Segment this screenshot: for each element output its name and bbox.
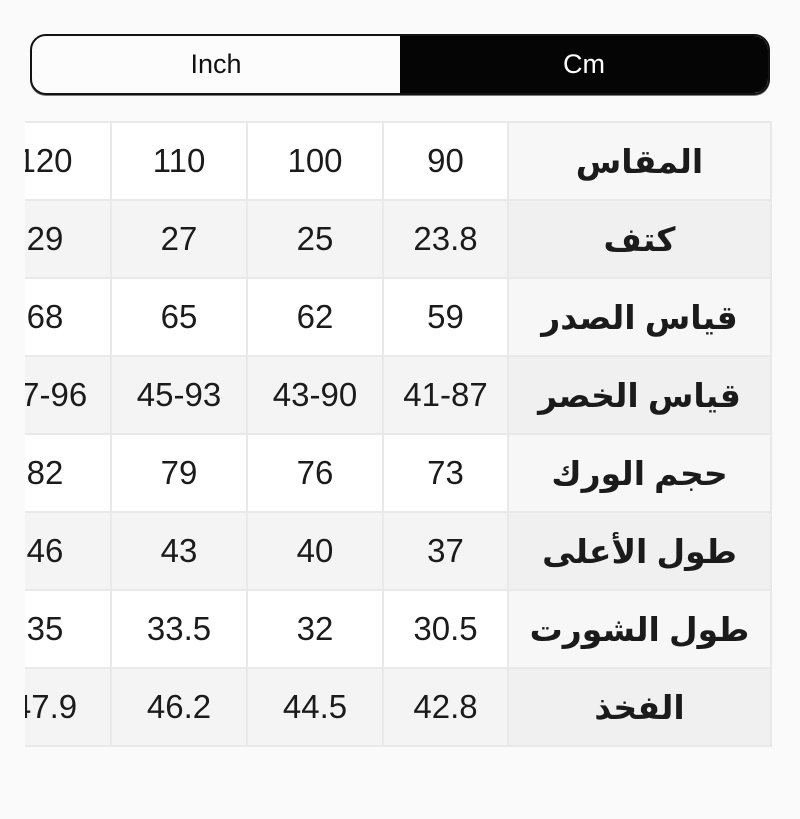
size-value-cell: 30.5: [382, 589, 509, 669]
size-value-cell: 46.2: [110, 667, 248, 747]
size-value-cell: 29: [25, 199, 112, 279]
size-value-cell: 37: [382, 511, 509, 591]
unit-toggle[interactable]: Inch Cm: [30, 34, 770, 95]
size-value-cell: 33.5: [110, 589, 248, 669]
size-value-cell: 65: [110, 277, 248, 357]
size-value-cell: 32: [246, 589, 384, 669]
size-value-cell: 43-90: [246, 355, 384, 435]
size-value-cell: 79: [110, 433, 248, 513]
size-value-cell: 62: [246, 277, 384, 357]
table-row: قياس الخصر 41-87 43-90 45-93 47-96: [25, 355, 772, 435]
size-value-cell: 43: [110, 511, 248, 591]
row-label: قياس الصدر: [507, 277, 772, 357]
size-value-cell: 47-96: [25, 355, 112, 435]
row-label: طول الشورت: [507, 589, 772, 669]
size-value-cell: 25: [246, 199, 384, 279]
row-label: قياس الخصر: [507, 355, 772, 435]
size-value-cell: 44.5: [246, 667, 384, 747]
size-value-cell: 23.8: [382, 199, 509, 279]
size-value-cell: 40: [246, 511, 384, 591]
size-table-body: المقاس 90 100 110 120 كتف 23.8 25 27 29 …: [25, 121, 772, 747]
table-row: طول الشورت 30.5 32 33.5 35: [25, 589, 772, 669]
size-value-cell: 46: [25, 511, 112, 591]
size-value-cell: 110: [110, 121, 248, 201]
table-row: قياس الصدر 59 62 65 68: [25, 277, 772, 357]
unit-option-inch[interactable]: Inch: [190, 49, 242, 79]
table-row: الفخذ 42.8 44.5 46.2 47.9: [25, 667, 772, 747]
row-label: حجم الورك: [507, 433, 772, 513]
size-value-cell: 100: [246, 121, 384, 201]
size-table-scroll-container[interactable]: المقاس 90 100 110 120 كتف 23.8 25 27 29 …: [25, 121, 772, 747]
size-value-cell: 35: [25, 589, 112, 669]
table-row: طول الأعلى 37 40 43 46: [25, 511, 772, 591]
table-row: المقاس 90 100 110 120: [25, 121, 772, 201]
row-label: الفخذ: [507, 667, 772, 747]
table-row: حجم الورك 73 76 79 82: [25, 433, 772, 513]
size-value-cell: 45-93: [110, 355, 248, 435]
size-chart-table: المقاس 90 100 110 120 كتف 23.8 25 27 29 …: [25, 121, 772, 747]
table-row: كتف 23.8 25 27 29: [25, 199, 772, 279]
unit-option-cm[interactable]: Cm: [400, 36, 768, 93]
size-value-cell: 73: [382, 433, 509, 513]
size-value-cell: 90: [382, 121, 509, 201]
size-value-cell: 27: [110, 199, 248, 279]
size-value-cell: 42.8: [382, 667, 509, 747]
row-label: طول الأعلى: [507, 511, 772, 591]
size-value-cell: 59: [382, 277, 509, 357]
size-value-cell: 41-87: [382, 355, 509, 435]
size-value-cell: 82: [25, 433, 112, 513]
size-value-cell: 68: [25, 277, 112, 357]
row-label: كتف: [507, 199, 772, 279]
size-value-cell: 120: [25, 121, 112, 201]
size-value-cell: 76: [246, 433, 384, 513]
size-value-cell: 47.9: [25, 667, 112, 747]
row-label: المقاس: [507, 121, 772, 201]
